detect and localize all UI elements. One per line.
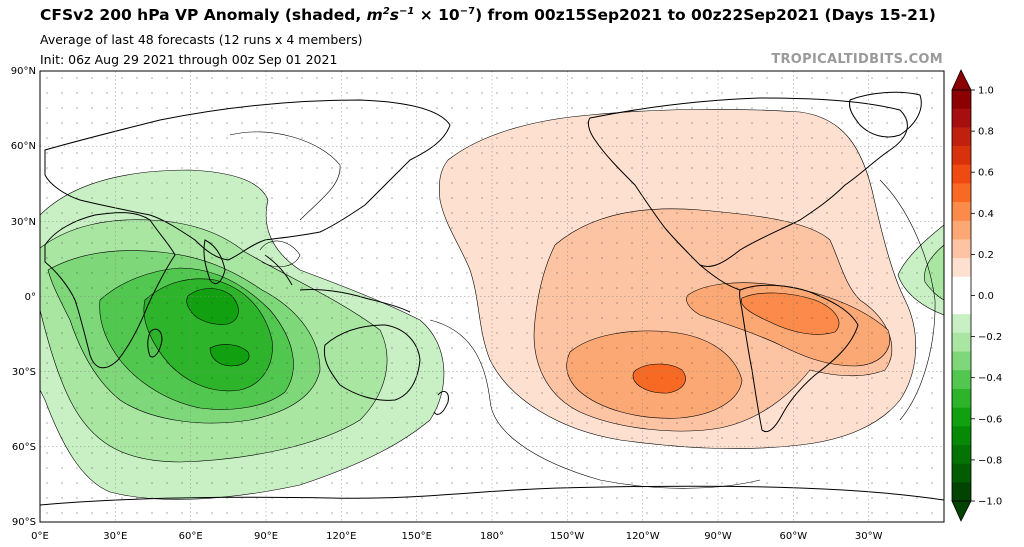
plot-frame: [39, 70, 945, 523]
colorbar: 1.0 0.8 0.6 0.4 0.2 0.0 −0.2 −0.4 −0.6 −0.8 −1.0: [951, 69, 1002, 522]
colorbar-segment: [952, 388, 971, 408]
longitude-axis: 0°E 30°E 60°E 90°E 120°E 150°E 180° 150°…: [31, 531, 882, 542]
colorbar-tick-label: −0.2: [978, 332, 1002, 343]
colorbar-segment: [952, 370, 971, 390]
lon-label: 120°E: [326, 531, 356, 542]
lat-label: 60°S: [12, 442, 36, 453]
lon-label: 120°W: [626, 531, 660, 542]
colorbar-segment: [952, 258, 971, 278]
watermark: TROPICALTIDBITS.COM: [771, 52, 943, 67]
lon-label: 60°E: [179, 531, 203, 542]
colorbar-segment: [952, 90, 971, 109]
colorbar-segment: [952, 276, 971, 296]
colorbar-segment: [952, 295, 971, 315]
chart-title: CFSv2 200 hPa VP Anomaly (shaded, m2s−1 …: [40, 6, 936, 25]
lon-label: 150°E: [401, 531, 431, 542]
lon-label: 60°W: [779, 531, 807, 542]
colorbar-segment: [952, 183, 971, 203]
colorbar-tick-label: 0.0: [978, 291, 994, 302]
lon-label: 0°E: [31, 531, 49, 542]
colorbar-segment: [952, 426, 971, 446]
colorbar-segment: [952, 407, 971, 427]
lat-label: 0°: [25, 292, 36, 303]
colorbar-tick-label: 0.4: [978, 209, 994, 220]
colorbar-segment: [952, 239, 971, 259]
colorbar-segment: [952, 202, 971, 222]
lat-label: 30°N: [11, 217, 36, 228]
latitude-axis: 90°N 60°N 30°N 0° 30°S 60°S 90°S: [11, 66, 36, 528]
colorbar-segment: [952, 127, 971, 147]
colorbar-tick-label: −0.8: [978, 455, 1002, 466]
lon-label: 30°E: [103, 531, 127, 542]
lon-label: 150°W: [550, 531, 584, 542]
colorbar-tick-label: 0.8: [978, 127, 994, 138]
subtitle-init-dates: Init: 06z Aug 29 2021 through 00z Sep 01…: [40, 52, 338, 67]
lat-label: 30°S: [12, 367, 36, 378]
gridlines: [40, 71, 944, 522]
colorbar-tick-label: 0.6: [978, 168, 994, 179]
colorbar-bottom-extend: [951, 500, 972, 522]
colorbar-segment: [952, 444, 971, 464]
lat-label: 90°S: [12, 517, 36, 528]
anomaly-field: [40, 71, 944, 522]
lon-label: 180°: [480, 531, 504, 542]
subtitle-forecast-average: Average of last 48 forecasts (12 runs x …: [40, 32, 363, 47]
colorbar-tick-label: −1.0: [978, 497, 1002, 508]
colorbar-segment: [952, 164, 971, 184]
colorbar-tick-label: −0.4: [978, 373, 1002, 384]
lat-label: 90°N: [11, 66, 36, 77]
lon-label: 30°W: [855, 531, 883, 542]
colorbar-top-extend: [951, 69, 972, 91]
colorbar-segment: [952, 314, 971, 334]
colorbar-tick-label: −0.6: [978, 414, 1002, 425]
lon-label: 90°W: [704, 531, 732, 542]
colorbar-segment: [952, 351, 971, 371]
lat-label: 60°N: [11, 141, 36, 152]
colorbar-segment: [952, 220, 971, 240]
lon-label: 90°E: [254, 531, 278, 542]
colorbar-tick-label: 1.0: [978, 86, 994, 97]
colorbar-tick-label: 0.2: [978, 250, 994, 261]
colorbar-segment: [952, 146, 971, 166]
colorbar-segment: [952, 332, 971, 352]
colorbar-segment: [952, 482, 971, 502]
colorbar-segment: [952, 108, 971, 128]
colorbar-segment: [952, 463, 971, 483]
